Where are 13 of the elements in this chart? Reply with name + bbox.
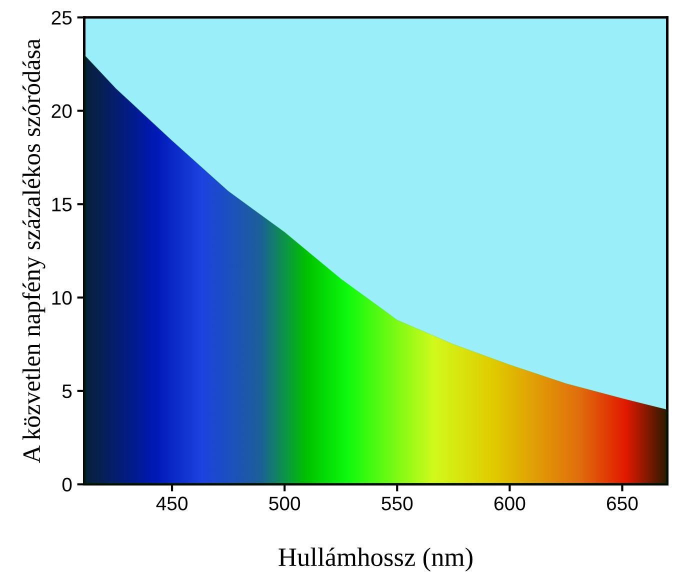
y-tick-label: 20 bbox=[52, 104, 72, 118]
x-tick-label: 450 bbox=[156, 496, 188, 510]
y-tick-label: 0 bbox=[62, 478, 72, 492]
x-tick-label: 550 bbox=[382, 496, 413, 510]
y-tick-label: 15 bbox=[52, 198, 72, 212]
x-tick-label: 600 bbox=[494, 496, 526, 510]
y-tick-label: 25 bbox=[52, 10, 72, 25]
x-tick-label: 650 bbox=[607, 496, 638, 510]
x-tick-label: 500 bbox=[269, 496, 300, 510]
y-tick-label: 5 bbox=[62, 384, 72, 398]
y-axis-title: A közvetlen napfény százalékos szóródása bbox=[22, 38, 46, 464]
y-tick-label: 10 bbox=[52, 291, 72, 305]
x-axis-title: Hullámhossz (nm) bbox=[278, 548, 472, 572]
